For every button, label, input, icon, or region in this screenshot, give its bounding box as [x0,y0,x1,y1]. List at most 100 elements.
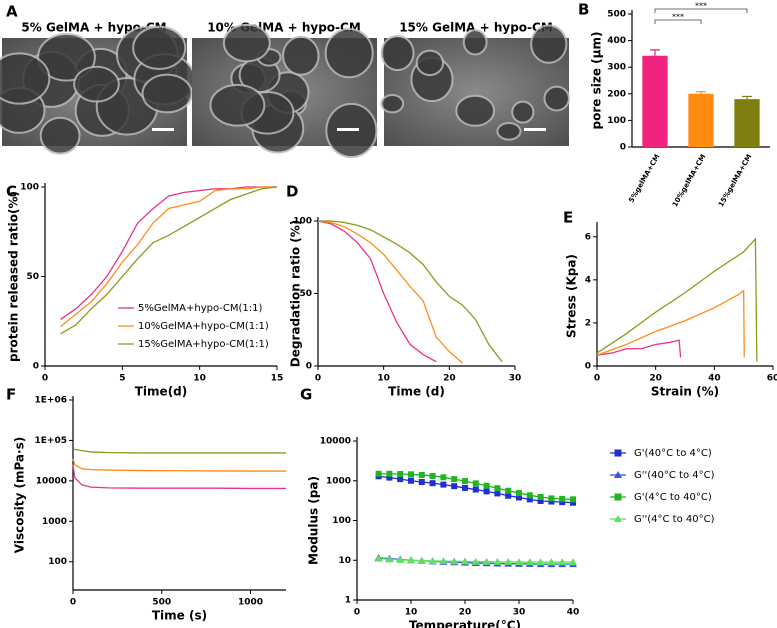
marker [493,557,502,565]
marker [569,558,577,566]
y-axis-title: pore size (μm) [590,32,604,130]
y-tick-label: 2 [585,318,591,328]
series-line [596,339,682,358]
y-tick-label: 100 [332,516,351,526]
y-axis-title: Degradation ratio (%) [289,220,303,368]
marker [428,556,437,564]
legend-marker [614,471,622,478]
series-line [60,186,277,320]
panel-label: B [578,1,589,19]
marker [397,476,404,483]
marker [525,558,534,566]
marker [462,484,468,491]
x-axis-title: Time (s) [152,609,207,623]
marker [570,499,576,506]
pore [37,32,96,82]
y-tick-label: 50 [26,272,39,282]
marker [570,496,576,503]
y-tick-label: 0 [33,362,39,372]
pore [222,23,271,63]
marker [494,490,501,497]
x-tick-label: 15%gelMA+CM [717,153,754,208]
marker [504,557,513,565]
x-tick-label: 20 [459,608,472,618]
series-line [317,220,463,364]
marker [547,558,556,566]
legend-label: 15%GelMA+hypo-CM(1:1) [138,339,269,350]
marker [407,556,415,564]
series-line [72,458,286,472]
marker [418,471,425,478]
bar [642,55,668,147]
x-tick-label: 15 [271,374,284,384]
image-title: 15% GelMA + hypo-CM [399,21,553,35]
legend-label: G'(40°C to 4°C) [634,448,712,459]
y-axis-title: Viscosity (mPa·s) [13,437,27,553]
pore [530,24,568,64]
y-tick-label: 1 [345,596,351,606]
marker [408,471,414,478]
legend-label: G'(4°C to 40°C) [634,492,712,503]
y-tick-label: 0 [620,143,626,153]
marker [429,472,436,479]
y-tick-label: 100 [607,116,626,126]
pore [415,49,445,77]
x-tick-label: 0 [594,374,600,384]
series-line [317,220,437,363]
x-tick-label: 40 [708,374,721,384]
marker [559,499,566,506]
x-tick-label: 10%gelMA+CM [671,153,708,208]
scale-bar [524,128,546,131]
x-tick-label: 10 [405,608,418,618]
y-tick-label: 1000 [326,476,351,486]
marker [526,492,533,499]
x-tick-label: 5%gelMA+CM [627,153,661,204]
significance-label: *** [672,13,684,22]
marker [482,557,491,565]
panel-label: G [300,386,312,404]
pore [496,122,522,141]
pore [282,35,320,76]
marker [462,478,468,485]
marker [451,483,458,490]
series-line [72,464,286,490]
marker [461,557,469,565]
series-line [378,473,574,501]
panel-label: E [563,209,573,227]
marker [526,496,533,503]
pore [543,85,570,112]
y-axis-title: Modulus (pa) [307,476,321,565]
legend-label: 10%GelMA+hypo-CM(1:1) [138,321,269,332]
y-tick-label: 400 [607,36,626,46]
marker [515,558,523,566]
marker [450,557,459,565]
marker [429,480,436,487]
panel-label: A [6,3,18,21]
x-tick-label: 30 [513,608,526,618]
panel-label: D [286,183,298,201]
pore [0,52,51,105]
bar [688,93,714,147]
y-tick-label: 100 [293,217,312,227]
x-tick-label: 20 [649,374,662,384]
marker [440,474,447,481]
marker [472,486,479,493]
marker [385,555,394,563]
series-line [73,448,286,454]
pore [324,27,374,79]
x-tick-label: 40 [567,608,580,618]
marker [505,492,512,499]
marker [439,557,448,565]
marker [451,476,458,483]
significance-bracket [654,19,702,24]
y-tick-label: 4 [585,275,591,285]
pore [380,34,415,72]
marker [516,490,522,497]
panel-label: C [6,183,17,201]
series-line [318,220,503,363]
x-tick-label: 60 [767,374,777,384]
x-tick-label: 10 [193,374,206,384]
y-tick-label: 200 [607,89,626,99]
legend-marker [614,515,622,522]
